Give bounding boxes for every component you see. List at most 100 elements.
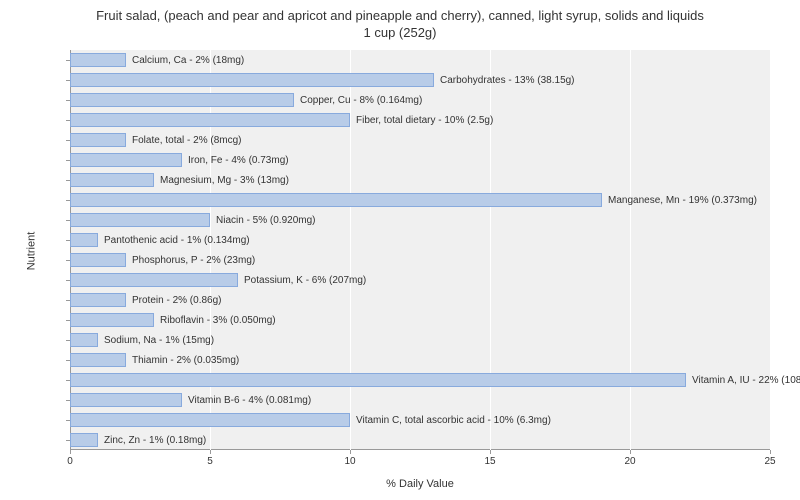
- y-tick-mark: [66, 440, 70, 441]
- bar-row: Magnesium, Mg - 3% (13mg): [70, 173, 289, 187]
- bar-label: Sodium, Na - 1% (15mg): [104, 335, 214, 346]
- gridline: [210, 50, 211, 450]
- bar: [70, 313, 154, 327]
- chart-title: Fruit salad, (peach and pear and apricot…: [0, 0, 800, 42]
- bar: [70, 413, 350, 427]
- y-tick-mark: [66, 280, 70, 281]
- bar: [70, 53, 126, 67]
- bar-row: Niacin - 5% (0.920mg): [70, 213, 315, 227]
- bar-row: Potassium, K - 6% (207mg): [70, 273, 366, 287]
- x-tick-label: 10: [344, 456, 355, 467]
- bar-row: Calcium, Ca - 2% (18mg): [70, 53, 244, 67]
- bar: [70, 113, 350, 127]
- bar-row: Riboflavin - 3% (0.050mg): [70, 313, 276, 327]
- bar-row: Sodium, Na - 1% (15mg): [70, 333, 214, 347]
- x-tick-mark: [770, 450, 771, 454]
- bar: [70, 193, 602, 207]
- bar-label: Riboflavin - 3% (0.050mg): [160, 315, 276, 326]
- x-tick-mark: [490, 450, 491, 454]
- y-tick-mark: [66, 100, 70, 101]
- bar-row: Copper, Cu - 8% (0.164mg): [70, 93, 422, 107]
- gridline: [770, 50, 771, 450]
- bar-row: Pantothenic acid - 1% (0.134mg): [70, 233, 250, 247]
- nutrient-chart: Fruit salad, (peach and pear and apricot…: [0, 0, 800, 500]
- bar-row: Fiber, total dietary - 10% (2.5g): [70, 113, 493, 127]
- bar-label: Manganese, Mn - 19% (0.373mg): [608, 195, 757, 206]
- x-axis-label: % Daily Value: [386, 478, 454, 490]
- x-tick-label: 25: [764, 456, 775, 467]
- y-tick-mark: [66, 200, 70, 201]
- bar-row: Thiamin - 2% (0.035mg): [70, 353, 239, 367]
- y-tick-mark: [66, 60, 70, 61]
- y-axis: [70, 50, 71, 450]
- bar: [70, 373, 686, 387]
- bar-label: Vitamin A, IU - 22% (1081IU): [692, 375, 800, 386]
- x-tick-mark: [70, 450, 71, 454]
- x-tick-label: 15: [484, 456, 495, 467]
- bar-label: Calcium, Ca - 2% (18mg): [132, 55, 244, 66]
- y-tick-mark: [66, 140, 70, 141]
- bar-row: Iron, Fe - 4% (0.73mg): [70, 153, 289, 167]
- bar-row: Vitamin B-6 - 4% (0.081mg): [70, 393, 311, 407]
- y-tick-mark: [66, 340, 70, 341]
- bar: [70, 73, 434, 87]
- bar: [70, 273, 238, 287]
- bar-row: Zinc, Zn - 1% (0.18mg): [70, 433, 206, 447]
- bar-label: Copper, Cu - 8% (0.164mg): [300, 95, 422, 106]
- y-axis-label: Nutrient: [25, 232, 37, 271]
- bar-label: Phosphorus, P - 2% (23mg): [132, 255, 255, 266]
- bar-label: Magnesium, Mg - 3% (13mg): [160, 175, 289, 186]
- x-tick-mark: [210, 450, 211, 454]
- bar-row: Vitamin A, IU - 22% (1081IU): [70, 373, 800, 387]
- bar: [70, 93, 294, 107]
- bar-label: Protein - 2% (0.86g): [132, 295, 222, 306]
- y-tick-mark: [66, 80, 70, 81]
- bar: [70, 393, 182, 407]
- bar: [70, 433, 98, 447]
- bar: [70, 293, 126, 307]
- bar-label: Vitamin B-6 - 4% (0.081mg): [188, 395, 311, 406]
- bar-label: Iron, Fe - 4% (0.73mg): [188, 155, 289, 166]
- bar-label: Carbohydrates - 13% (38.15g): [440, 75, 575, 86]
- bar: [70, 353, 126, 367]
- y-tick-mark: [66, 300, 70, 301]
- bar-label: Niacin - 5% (0.920mg): [216, 215, 315, 226]
- bar: [70, 213, 210, 227]
- x-tick-mark: [630, 450, 631, 454]
- gridline: [350, 50, 351, 450]
- title-line-2: 1 cup (252g): [364, 25, 437, 40]
- plot-area: Calcium, Ca - 2% (18mg) Carbohydrates - 1…: [70, 50, 770, 450]
- bar-label: Thiamin - 2% (0.035mg): [132, 355, 239, 366]
- bar-label: Vitamin C, total ascorbic acid - 10% (6.…: [356, 415, 551, 426]
- x-tick-mark: [350, 450, 351, 454]
- x-tick-label: 20: [624, 456, 635, 467]
- bar-row: Protein - 2% (0.86g): [70, 293, 222, 307]
- y-tick-mark: [66, 180, 70, 181]
- bar: [70, 173, 154, 187]
- bar-row: Carbohydrates - 13% (38.15g): [70, 73, 575, 87]
- y-tick-mark: [66, 420, 70, 421]
- bar-label: Pantothenic acid - 1% (0.134mg): [104, 235, 250, 246]
- x-tick-label: 5: [207, 456, 213, 467]
- x-axis: [70, 449, 770, 450]
- y-tick-mark: [66, 380, 70, 381]
- title-line-1: Fruit salad, (peach and pear and apricot…: [96, 8, 704, 23]
- y-tick-mark: [66, 260, 70, 261]
- bar-row: Folate, total - 2% (8mcg): [70, 133, 241, 147]
- bar-label: Fiber, total dietary - 10% (2.5g): [356, 115, 493, 126]
- y-tick-mark: [66, 360, 70, 361]
- y-tick-mark: [66, 400, 70, 401]
- bar: [70, 333, 98, 347]
- bar: [70, 253, 126, 267]
- y-tick-mark: [66, 120, 70, 121]
- x-tick-label: 0: [67, 456, 73, 467]
- gridline: [630, 50, 631, 450]
- bar-label: Potassium, K - 6% (207mg): [244, 275, 366, 286]
- bar-label: Zinc, Zn - 1% (0.18mg): [104, 435, 206, 446]
- y-tick-mark: [66, 320, 70, 321]
- gridline: [490, 50, 491, 450]
- bar-row: Phosphorus, P - 2% (23mg): [70, 253, 255, 267]
- y-tick-mark: [66, 240, 70, 241]
- bar-label: Folate, total - 2% (8mcg): [132, 135, 241, 146]
- bar: [70, 153, 182, 167]
